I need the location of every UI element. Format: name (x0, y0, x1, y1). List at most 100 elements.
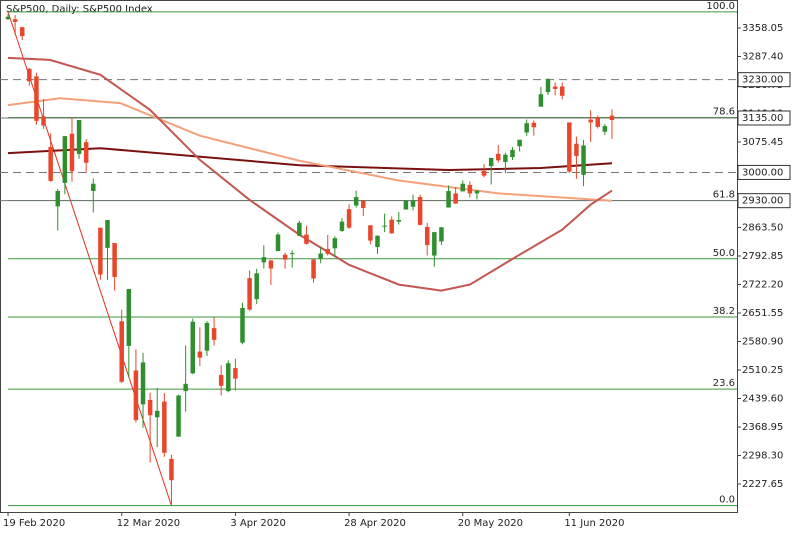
y-tick-label: 2368.95 (742, 422, 783, 433)
candle-body (382, 225, 387, 227)
candle-body (567, 122, 572, 172)
candle-body (318, 253, 323, 259)
moving-average (7, 56, 613, 292)
candle-body (126, 289, 132, 346)
y-tick-label: 2439.60 (742, 393, 783, 404)
candle-body (353, 197, 359, 206)
y-tick-label: 2863.50 (742, 223, 783, 234)
candle-body (389, 219, 394, 234)
x-tick-label: 19 Feb 2020 (3, 518, 65, 529)
candle-body (83, 142, 89, 163)
candle-body (403, 200, 409, 210)
candle-body (218, 374, 224, 386)
candle-body (609, 115, 615, 121)
candle-body (481, 170, 487, 176)
fib-label: 38.2 (713, 306, 735, 317)
fib-label: 50.0 (713, 248, 735, 259)
candle-body (247, 278, 252, 310)
candle-body (410, 200, 416, 207)
candle-body (62, 136, 68, 183)
candle-body (474, 190, 480, 194)
candle-body (417, 197, 423, 225)
moving-average (7, 97, 613, 202)
y-tick-label: 2651.55 (742, 308, 783, 319)
x-tick-label: 12 Mar 2020 (117, 518, 180, 529)
candle-body (510, 149, 515, 158)
candle-body (332, 238, 338, 249)
candle-body (154, 410, 160, 418)
candle-body (325, 249, 331, 254)
y-tick-label: 3287.40 (742, 52, 783, 63)
candle-body (559, 86, 565, 96)
candle-body (211, 328, 217, 340)
candle-body (19, 27, 25, 37)
plot-frame (0, 0, 738, 513)
candle-body (282, 254, 288, 260)
candle-body (76, 120, 82, 154)
candle-body (339, 221, 345, 231)
candle-body (41, 116, 46, 126)
candle-body (5, 16, 11, 20)
price-box-label: 2930.00 (742, 196, 783, 207)
candle-body (112, 243, 117, 277)
candle-body (396, 220, 402, 222)
candle-body (98, 227, 103, 275)
candle-body (289, 253, 295, 255)
candle-body (119, 321, 124, 382)
candle-body (69, 133, 75, 172)
candle-body (147, 399, 153, 416)
price-box (737, 193, 791, 209)
y-tick-label: 2227.65 (742, 479, 783, 490)
candle-body (488, 157, 494, 166)
candle-body (268, 260, 274, 269)
price-box-label: 3135.00 (742, 113, 783, 124)
y-tick-label: 2722.20 (742, 279, 783, 290)
candle-body (304, 234, 309, 244)
candle-body (105, 220, 110, 248)
price-box (737, 72, 791, 88)
candle-body (240, 307, 245, 343)
candle-body (197, 351, 203, 358)
candle-body (162, 401, 167, 453)
candle-body (595, 117, 600, 127)
candle-body (183, 383, 188, 392)
candle-body (27, 68, 32, 82)
price-box (737, 110, 791, 126)
candle-body (176, 395, 181, 437)
y-tick-label: 3075.45 (742, 137, 783, 148)
candle-body (531, 122, 537, 128)
candle-body (169, 458, 174, 481)
candle-body (233, 368, 238, 379)
candle-body (524, 123, 529, 133)
fib-label: 0.0 (719, 495, 735, 506)
candle-body (503, 154, 508, 162)
candle-body (375, 235, 380, 248)
candle-body (368, 225, 373, 241)
candle-body (190, 321, 196, 374)
candle-body (226, 363, 231, 392)
candle-body (140, 362, 146, 405)
candle-body (297, 222, 302, 236)
candle-body (311, 259, 316, 279)
candle-body (12, 19, 18, 22)
candle-body (204, 322, 210, 351)
x-tick-label: 3 Apr 2020 (230, 518, 285, 529)
fib-label: 23.6 (713, 378, 735, 389)
candle-body (275, 234, 281, 252)
x-tick-label: 11 Jun 2020 (564, 518, 624, 529)
candle-body (545, 78, 551, 93)
candle-body (446, 190, 451, 208)
price-box-label: 3230.00 (742, 75, 783, 86)
candle-body (424, 226, 430, 246)
candle-body (602, 126, 608, 132)
candle-body (48, 147, 53, 181)
y-tick-label: 2510.25 (742, 365, 783, 376)
candle-body (34, 76, 39, 121)
candle-body (552, 86, 558, 89)
fib-label: 100.0 (706, 1, 735, 12)
candle-body (439, 227, 444, 242)
candle-body (588, 119, 593, 123)
y-tick-label: 2580.90 (742, 336, 783, 347)
candle-body (453, 193, 458, 204)
